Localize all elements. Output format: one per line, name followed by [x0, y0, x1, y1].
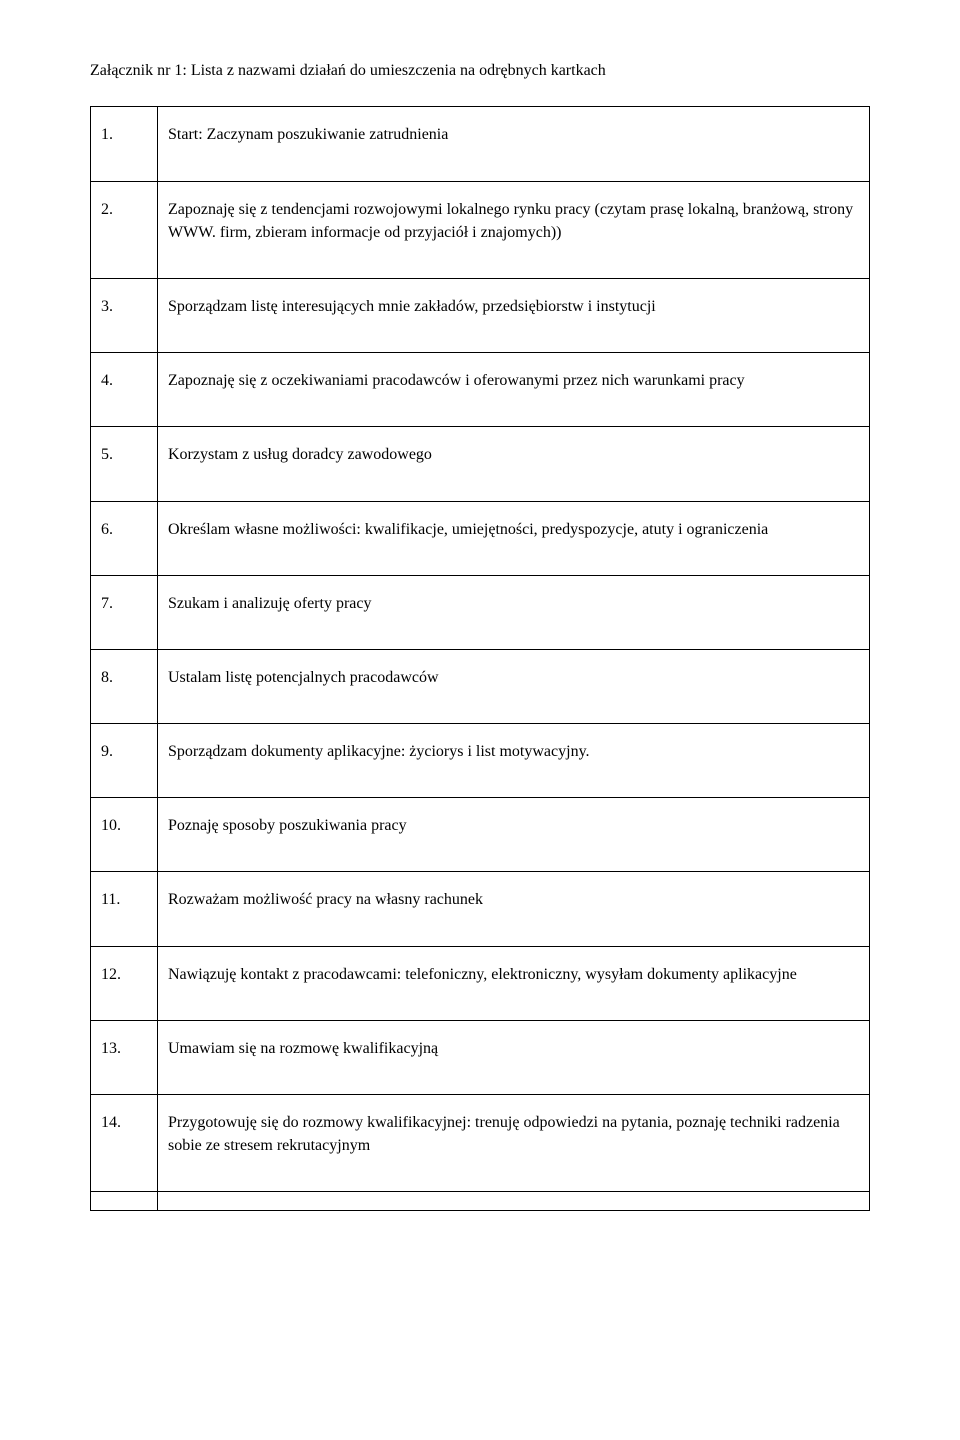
- row-text: Przygotowuję się do rozmowy kwalifikacyj…: [158, 1095, 870, 1192]
- row-text: Ustalam listę potencjalnych pracodawców: [158, 649, 870, 723]
- row-number: 10.: [91, 798, 158, 872]
- document-page: Załącznik nr 1: Lista z nazwami działań …: [0, 0, 960, 1271]
- table-row: 2. Zapoznaję się z tendencjami rozwojowy…: [91, 181, 870, 278]
- row-number: 13.: [91, 1020, 158, 1094]
- row-text: Zapoznaję się z oczekiwaniami pracodawcó…: [158, 353, 870, 427]
- row-number: 4.: [91, 353, 158, 427]
- table-row: 7. Szukam i analizuję oferty pracy: [91, 575, 870, 649]
- table-row: 10. Poznaję sposoby poszukiwania pracy: [91, 798, 870, 872]
- actions-table: 1. Start: Zaczynam poszukiwanie zatrudni…: [90, 106, 870, 1211]
- table-row: 9. Sporządzam dokumenty aplikacyjne: życ…: [91, 724, 870, 798]
- row-text: Sporządzam dokumenty aplikacyjne: życior…: [158, 724, 870, 798]
- table-row: 6. Określam własne możliwości: kwalifika…: [91, 501, 870, 575]
- row-number: 9.: [91, 724, 158, 798]
- row-text: Określam własne możliwości: kwalifikacje…: [158, 501, 870, 575]
- table-row: 11. Rozważam możliwość pracy na własny r…: [91, 872, 870, 946]
- row-text: Nawiązuję kontakt z pracodawcami: telefo…: [158, 946, 870, 1020]
- row-text: Rozważam możliwość pracy na własny rachu…: [158, 872, 870, 946]
- row-number: 6.: [91, 501, 158, 575]
- table-row: 1. Start: Zaczynam poszukiwanie zatrudni…: [91, 107, 870, 181]
- row-number: [91, 1192, 158, 1211]
- row-number: 14.: [91, 1095, 158, 1192]
- table-row: 3. Sporządzam listę interesujących mnie …: [91, 278, 870, 352]
- row-text: Poznaję sposoby poszukiwania pracy: [158, 798, 870, 872]
- table-row: 13. Umawiam się na rozmowę kwalifikacyjn…: [91, 1020, 870, 1094]
- row-number: 3.: [91, 278, 158, 352]
- row-text: Start: Zaczynam poszukiwanie zatrudnieni…: [158, 107, 870, 181]
- row-number: 11.: [91, 872, 158, 946]
- row-text: Sporządzam listę interesujących mnie zak…: [158, 278, 870, 352]
- table-row: 8. Ustalam listę potencjalnych pracodawc…: [91, 649, 870, 723]
- table-row: 4. Zapoznaję się z oczekiwaniami pracoda…: [91, 353, 870, 427]
- row-number: 7.: [91, 575, 158, 649]
- row-number: 2.: [91, 181, 158, 278]
- table-row: 14. Przygotowuję się do rozmowy kwalifik…: [91, 1095, 870, 1192]
- row-number: 12.: [91, 946, 158, 1020]
- table-row-empty: [91, 1192, 870, 1211]
- table-row: 12. Nawiązuję kontakt z pracodawcami: te…: [91, 946, 870, 1020]
- row-number: 8.: [91, 649, 158, 723]
- row-text: Umawiam się na rozmowę kwalifikacyjną: [158, 1020, 870, 1094]
- row-text: Korzystam z usług doradcy zawodowego: [158, 427, 870, 501]
- page-title: Załącznik nr 1: Lista z nazwami działań …: [90, 60, 870, 82]
- row-text: Szukam i analizuję oferty pracy: [158, 575, 870, 649]
- row-text: Zapoznaję się z tendencjami rozwojowymi …: [158, 181, 870, 278]
- row-number: 1.: [91, 107, 158, 181]
- row-text: [158, 1192, 870, 1211]
- row-number: 5.: [91, 427, 158, 501]
- table-row: 5. Korzystam z usług doradcy zawodowego: [91, 427, 870, 501]
